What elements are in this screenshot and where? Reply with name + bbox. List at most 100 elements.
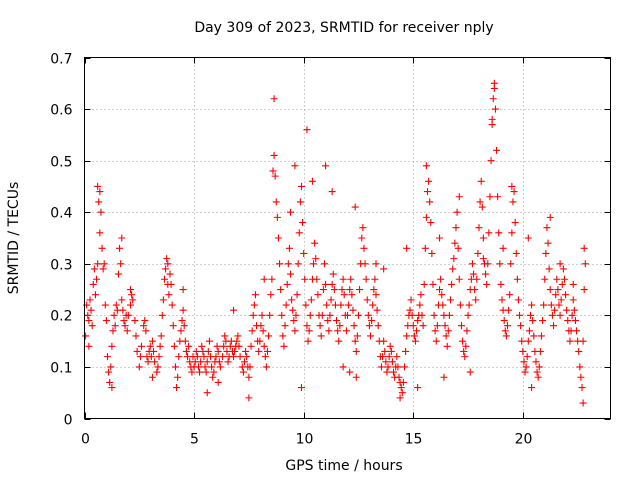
data-point: [466, 368, 474, 376]
data-point: [421, 244, 429, 252]
data-point: [543, 224, 551, 232]
data-point: [346, 368, 354, 376]
data-point: [128, 291, 136, 299]
data-point: [279, 332, 287, 340]
data-point: [284, 260, 292, 268]
data-point: [200, 353, 208, 361]
data-point: [451, 239, 459, 247]
data-point: [456, 301, 464, 309]
data-point: [230, 306, 238, 314]
data-point: [267, 291, 275, 299]
data-point: [87, 306, 95, 314]
data-point: [110, 311, 118, 319]
data-point: [159, 296, 167, 304]
data-point: [468, 260, 476, 268]
data-point: [547, 301, 555, 309]
data-point: [554, 286, 562, 294]
data-point: [210, 368, 218, 376]
data-point: [577, 373, 585, 381]
data-point: [479, 234, 487, 242]
data-point: [461, 353, 469, 361]
data-point: [486, 193, 494, 201]
data-point: [291, 162, 299, 170]
data-point: [245, 373, 253, 381]
data-point: [308, 177, 316, 185]
data-point: [123, 327, 131, 335]
data-point: [305, 327, 313, 335]
data-point: [307, 296, 315, 304]
data-point: [490, 79, 498, 87]
data-point: [517, 322, 525, 330]
data-point: [564, 317, 572, 325]
data-point: [529, 317, 537, 325]
data-point: [127, 301, 135, 309]
data-point: [372, 291, 380, 299]
data-point: [322, 280, 330, 288]
data-point: [137, 342, 145, 350]
data-point: [475, 224, 483, 232]
plot-frame: [84, 57, 611, 419]
data-point: [188, 368, 196, 376]
data-point: [213, 342, 221, 350]
data-point: [570, 306, 578, 314]
data-point: [166, 270, 174, 278]
data-point: [493, 146, 501, 154]
data-point: [418, 311, 426, 319]
data-point: [301, 275, 309, 283]
data-point: [295, 229, 303, 237]
data-point: [455, 193, 463, 201]
data-point: [431, 327, 439, 335]
data-point: [248, 327, 256, 335]
data-point: [528, 384, 536, 392]
data-point: [208, 363, 216, 371]
data-point: [508, 229, 516, 237]
data-point: [367, 332, 375, 340]
data-point: [544, 239, 552, 247]
data-point: [545, 265, 553, 273]
data-point: [411, 337, 419, 345]
x-tick-label: 0: [81, 432, 90, 448]
data-point: [242, 347, 250, 355]
data-point: [440, 373, 448, 381]
data-point: [277, 286, 285, 294]
data-point: [313, 275, 321, 283]
data-point: [192, 347, 200, 355]
data-point: [436, 286, 444, 294]
data-point: [310, 260, 318, 268]
data-point: [292, 311, 300, 319]
data-point: [347, 275, 355, 283]
data-point: [353, 332, 361, 340]
data-point: [393, 353, 401, 361]
data-point: [239, 368, 247, 376]
data-point: [91, 291, 99, 299]
data-point: [150, 347, 158, 355]
data-point: [179, 306, 187, 314]
data-point: [251, 291, 259, 299]
x-axis-label: GPS time / hours: [285, 458, 402, 474]
data-point: [266, 311, 274, 319]
data-point: [373, 306, 381, 314]
data-point: [303, 126, 311, 134]
data-point: [105, 368, 113, 376]
data-point: [112, 301, 120, 309]
data-point: [264, 347, 272, 355]
data-point: [236, 353, 244, 361]
data-point: [337, 301, 345, 309]
data-point: [111, 322, 119, 330]
data-point: [368, 317, 376, 325]
data-point: [178, 317, 186, 325]
data-point: [550, 322, 558, 330]
data-point: [476, 198, 484, 206]
data-point: [316, 322, 324, 330]
data-point: [271, 172, 279, 180]
data-point: [414, 384, 422, 392]
data-point: [268, 275, 276, 283]
data-point: [99, 265, 107, 273]
data-point: [334, 327, 342, 335]
data-point: [427, 219, 435, 227]
data-point: [522, 363, 530, 371]
data-point: [465, 301, 473, 309]
data-point: [433, 322, 441, 330]
data-point: [221, 332, 229, 340]
